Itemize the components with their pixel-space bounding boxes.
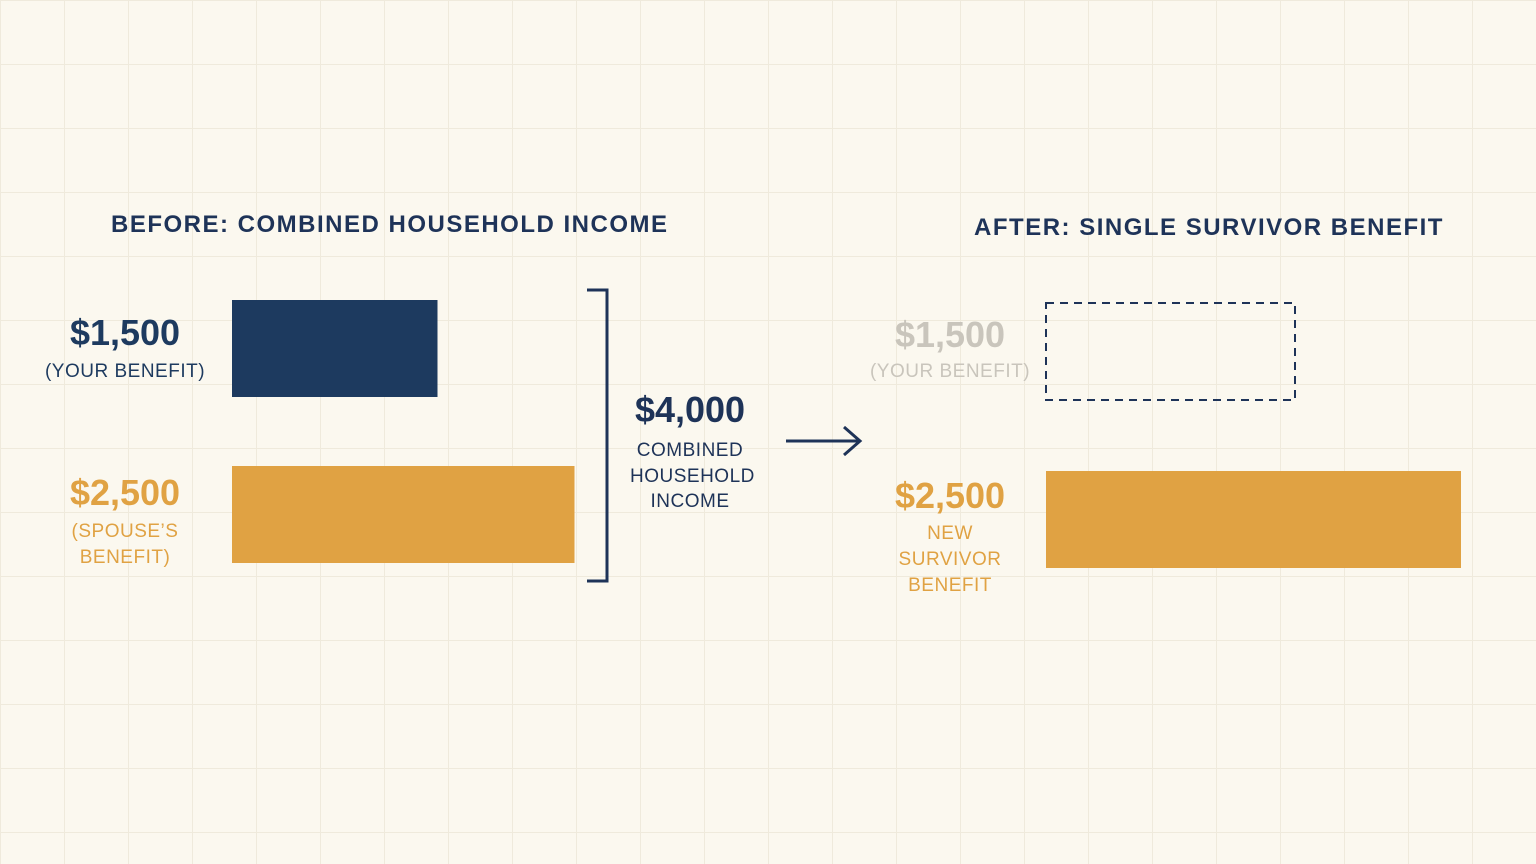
total-caption: COMBINED HOUSEHOLD INCOME [630, 440, 755, 512]
total-bracket [587, 288, 609, 583]
panel-title: BEFORE: COMBINED HOUSEHOLD INCOME [111, 211, 669, 238]
category-label: (YOUR BENEFIT) [869, 361, 1031, 382]
panel-title: AFTER: SINGLE SURVIVOR BENEFIT [974, 214, 1444, 241]
value-label: $2,500 [69, 472, 181, 513]
total-label: $4,000 [634, 389, 746, 430]
bar-outline [1045, 302, 1296, 401]
bar [232, 466, 575, 563]
category-label: (YOUR BENEFIT) [44, 361, 206, 382]
value-label: $1,500 [894, 314, 1006, 355]
bar [1046, 471, 1461, 568]
bar [232, 300, 438, 397]
value-label: $2,500 [894, 475, 1006, 516]
arrow [786, 425, 863, 457]
value-label: $1,500 [69, 312, 181, 353]
category-label: (SPOUSE’S BENEFIT) [71, 521, 179, 568]
arrow-head [843, 425, 863, 457]
category-label: NEW SURVIVOR BENEFIT [898, 523, 1002, 596]
